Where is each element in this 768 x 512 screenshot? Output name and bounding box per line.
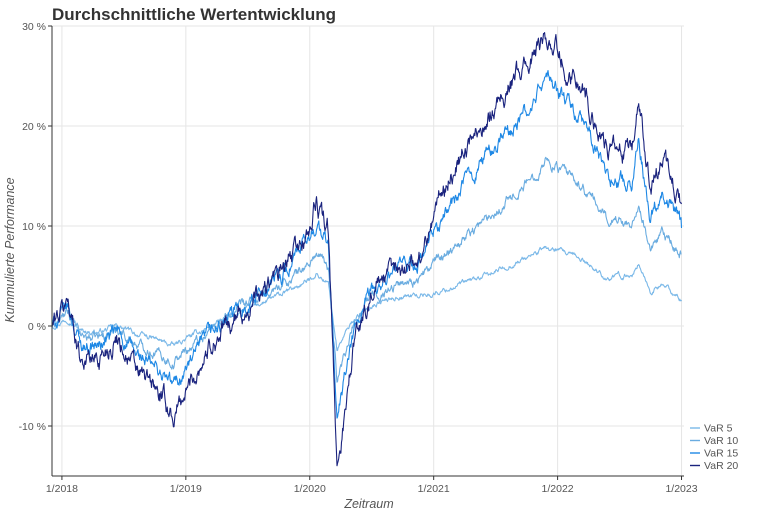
x-tick-label: 1/2021: [418, 483, 450, 495]
x-axis-label: Zeitraum: [343, 497, 393, 511]
y-tick-label: -10 %: [19, 421, 46, 433]
y-tick-label: 30 %: [22, 21, 46, 33]
series-line-var-5: [51, 245, 682, 352]
x-tick-label: 1/2023: [665, 483, 697, 495]
legend-entry: VaR 20: [704, 460, 738, 472]
x-tick-label: 1/2022: [542, 483, 574, 495]
series-line-var-10: [51, 156, 682, 383]
chart-title: Durchschnittliche Wertentwicklung: [52, 5, 336, 24]
series-line-var-20: [51, 32, 683, 467]
series-line-var-15: [51, 69, 683, 419]
y-tick-label: 0 %: [28, 321, 46, 333]
x-tick-label: 1/2018: [46, 483, 78, 495]
axes: -10 % 0 % 10 % 20 % 30 % 1/2018 1/2019 1/2020 1/…: [19, 21, 698, 495]
series-lines: [51, 32, 683, 467]
y-tick-label: 20 %: [22, 121, 46, 133]
legend-entry: VaR 5: [704, 423, 733, 435]
x-tick-label: 1/2019: [170, 483, 202, 495]
legend-entry: VaR 15: [704, 448, 738, 460]
y-tick-label: 10 %: [22, 221, 46, 233]
x-tick-label: 1/2020: [294, 483, 326, 495]
y-axis-label: Kummulierte Performance: [3, 177, 17, 322]
legend-entry: VaR 10: [704, 435, 738, 447]
grid-lines: [52, 25, 684, 476]
